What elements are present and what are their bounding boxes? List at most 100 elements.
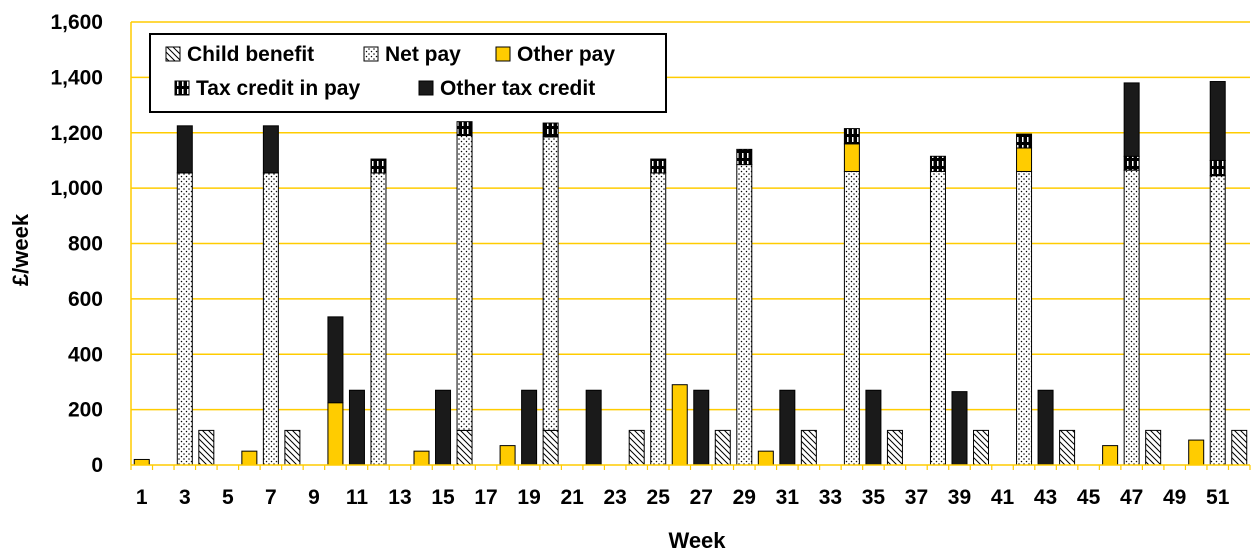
bar-segment-net-pay: [1123, 169, 1140, 466]
y-axis-title: £/week: [8, 213, 33, 286]
x-tick-label: 23: [604, 486, 627, 509]
x-tick-label: 5: [222, 486, 234, 509]
legend-label: Tax credit in pay: [196, 77, 360, 100]
bar-segment-other-tax-credit: [348, 389, 365, 466]
bar-segment-other-tax-credit: [327, 316, 344, 404]
bar-segment-tax-credit-in-pay: [736, 148, 753, 166]
y-tick-label: 400: [68, 343, 103, 366]
bar-segment-child-benefit: [456, 429, 473, 466]
bar-segment-net-pay: [650, 172, 667, 466]
x-tick-label: 29: [733, 486, 756, 509]
bar-segment-child-benefit: [973, 429, 990, 466]
bar-segment-other-pay: [843, 143, 860, 173]
x-tick-label: 19: [517, 486, 540, 509]
x-tick-label: 51: [1206, 486, 1230, 509]
bar-segment-child-benefit: [1145, 429, 1162, 466]
x-tick-label: 41: [991, 486, 1015, 509]
x-tick-label: 47: [1120, 486, 1143, 509]
legend-label: Other pay: [517, 43, 615, 66]
x-tick-label: 11: [346, 486, 369, 509]
bar-segment-other-tax-credit: [951, 391, 968, 466]
bar-segment-other-pay: [327, 402, 344, 466]
bar-segment-tax-credit-in-pay: [1016, 133, 1033, 149]
bar-segment-tax-credit-in-pay: [542, 122, 559, 138]
bar-segment-other-pay: [133, 458, 150, 466]
bar-segment-tax-credit-in-pay: [456, 121, 473, 137]
bar-segment-other-tax-credit: [693, 389, 710, 466]
bar-segment-child-benefit: [284, 429, 301, 466]
y-tick-label: 1,600: [50, 11, 103, 34]
bar-segment-net-pay: [542, 136, 559, 431]
bar-segment-child-benefit: [1231, 429, 1248, 466]
bar-segment-other-pay: [241, 450, 258, 466]
bar-segment-net-pay: [843, 171, 860, 466]
x-tick-label: 15: [431, 486, 455, 509]
bar-segment-net-pay: [176, 172, 193, 466]
bar-segment-net-pay: [736, 164, 753, 466]
x-tick-label: 31: [776, 486, 800, 509]
x-tick-label: 43: [1034, 486, 1057, 509]
bar-segment-net-pay: [370, 172, 387, 466]
bar-segment-child-benefit: [628, 429, 645, 466]
bar-segment-other-pay: [1102, 445, 1119, 466]
bar-segment-tax-credit-in-pay: [929, 155, 946, 173]
bar-segment-child-benefit: [714, 429, 731, 466]
x-tick-label: 21: [560, 486, 584, 509]
x-tick-label: 25: [647, 486, 671, 509]
bar-segment-tax-credit-in-pay: [370, 158, 387, 174]
bar-segment-other-tax-credit: [1123, 82, 1140, 157]
y-tick-label: 1,200: [50, 122, 103, 145]
bar-segment-other-pay: [499, 445, 516, 466]
legend-swatch: [495, 46, 511, 62]
legend: Child benefit Net pay Other pay Tax credit …: [149, 33, 667, 113]
bar-segment-child-benefit: [1059, 429, 1076, 466]
legend-swatch: [174, 80, 190, 96]
x-tick-label: 33: [819, 486, 842, 509]
bar-segment-other-tax-credit: [779, 389, 796, 466]
x-tick-label: 1: [136, 486, 148, 509]
bar-segment-other-pay: [1188, 439, 1205, 466]
bar-segment-other-tax-credit: [521, 389, 538, 466]
x-tick-label: 35: [862, 486, 886, 509]
x-tick-label: 27: [690, 486, 713, 509]
x-tick-label: 7: [265, 486, 277, 509]
bar-segment-other-tax-credit: [865, 389, 882, 466]
bar-segment-child-benefit: [886, 429, 903, 466]
bar-segment-other-pay: [1016, 147, 1033, 173]
x-axis-title: Week: [668, 528, 726, 553]
bar-segment-child-benefit: [542, 429, 559, 466]
bar-segment-other-pay: [757, 450, 774, 466]
legend-label: Other tax credit: [440, 77, 595, 100]
bar-segment-other-tax-credit: [1037, 389, 1054, 466]
bar-segment-other-pay: [671, 384, 688, 466]
bar-segment-net-pay: [262, 172, 279, 466]
bar-segment-other-tax-credit: [176, 125, 193, 174]
x-tick-label: 49: [1163, 486, 1186, 509]
legend-label: Child benefit: [187, 43, 314, 66]
bar-segment-net-pay: [929, 171, 946, 466]
bars: [133, 81, 1248, 466]
legend-swatch: [165, 46, 181, 62]
x-tick-label: 13: [388, 486, 411, 509]
x-tick-label: 17: [474, 486, 497, 509]
bar-segment-other-pay: [413, 450, 430, 466]
legend-swatch: [363, 46, 379, 62]
x-tick-label: 37: [905, 486, 928, 509]
bar-segment-child-benefit: [800, 429, 817, 466]
x-tick-label: 9: [308, 486, 320, 509]
bar-segment-tax-credit-in-pay: [843, 128, 860, 145]
y-tick-label: 1,400: [50, 66, 103, 89]
bar-segment-child-benefit: [198, 429, 215, 466]
bar-segment-other-tax-credit: [262, 125, 279, 174]
bar-segment-net-pay: [1209, 175, 1226, 466]
x-tick-label: 39: [948, 486, 971, 509]
bar-segment-tax-credit-in-pay: [1123, 155, 1140, 171]
y-tick-label: 200: [68, 399, 103, 422]
bar-segment-net-pay: [1016, 171, 1033, 466]
y-tick-label: 1,000: [50, 177, 103, 200]
legend-swatch: [418, 80, 434, 96]
y-tick-label: 0: [91, 454, 103, 477]
legend-box: [149, 33, 667, 113]
